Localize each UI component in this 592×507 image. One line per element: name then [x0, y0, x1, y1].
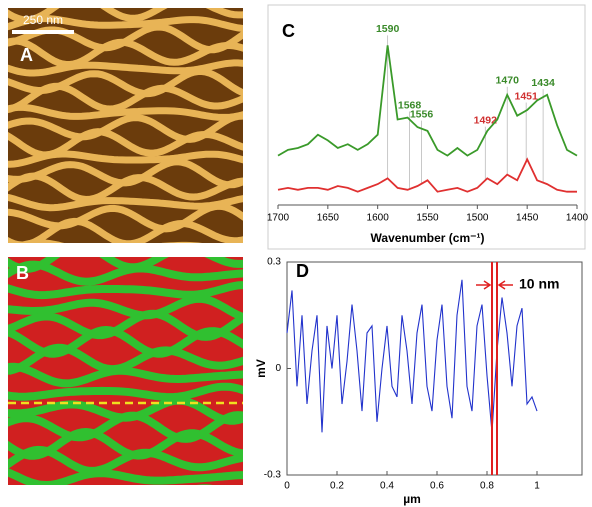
stripe	[8, 103, 243, 121]
x-tick-label: 1650	[317, 213, 340, 224]
x-tick-label: 0.6	[430, 481, 444, 492]
x-tick-label: 0.8	[480, 481, 494, 492]
stripe	[8, 382, 243, 402]
afm-stripes	[0, 0, 250, 243]
stripe	[8, 59, 243, 77]
panel-label: B	[16, 263, 29, 283]
x-tick-label: 0.4	[380, 481, 394, 492]
y-tick-label: 0.3	[267, 257, 281, 268]
series-line	[277, 45, 578, 157]
stripe	[8, 362, 243, 388]
peak-label: 1434	[531, 77, 555, 89]
panel-label: A	[20, 45, 33, 65]
series-line	[277, 157, 577, 193]
y-axis-title: mV	[254, 359, 268, 378]
series-line	[286, 279, 538, 433]
x-tick-label: 0.2	[330, 481, 344, 492]
stripe	[8, 172, 243, 204]
stripe	[8, 217, 243, 243]
stripe	[8, 281, 243, 300]
stripe	[8, 468, 243, 485]
stripe	[17, 239, 203, 243]
x-tick-label: 1500	[466, 213, 489, 224]
stripe	[8, 82, 243, 114]
peak-label: 1590	[376, 23, 400, 35]
x-tick-label: 1550	[416, 213, 439, 224]
peak-label: 1568	[398, 99, 422, 111]
x-tick-label: 1400	[566, 213, 589, 224]
y-tick-label: -0.3	[264, 470, 282, 481]
stripe	[8, 309, 243, 341]
x-tick-label: 1700	[267, 213, 290, 224]
stripe	[0, 0, 250, 4]
peak-label: 1470	[496, 75, 520, 87]
arrow	[476, 280, 492, 290]
peak-label: 1451	[514, 90, 538, 102]
map-stripes	[8, 257, 243, 485]
x-axis-title: µm	[403, 492, 421, 506]
scale-annotation: 10 nm	[519, 276, 559, 292]
stripe	[196, 484, 213, 485]
stripe	[8, 202, 243, 233]
x-tick-label: 1	[534, 481, 540, 492]
stripe	[8, 411, 243, 443]
stripe	[8, 15, 243, 32]
x-tick-label: 1600	[367, 213, 390, 224]
stripe	[8, 445, 243, 475]
stripe	[8, 427, 243, 460]
stripe	[8, 37, 243, 68]
scale-bar-label: 250 nm	[23, 13, 63, 27]
arrow	[497, 280, 513, 290]
stripe	[8, 150, 243, 168]
panel-frame	[267, 4, 586, 250]
peak-label: 1556	[410, 108, 434, 120]
scale-bar	[12, 30, 74, 34]
x-tick-label: 1450	[516, 213, 539, 224]
stripe	[8, 294, 243, 322]
peak-label: 1492	[474, 114, 498, 126]
panel-label: C	[282, 21, 295, 41]
spectra-chart: 1700 1650 1600 1550 1500 1450 1400 Wavenumber (…	[267, 21, 589, 245]
stripe	[8, 260, 243, 286]
x-axis-title: Wavenumber (cm⁻¹)	[371, 231, 485, 245]
x-tick-label: 0	[284, 481, 290, 492]
y-tick-label: 0	[275, 363, 281, 374]
panel-label: D	[296, 261, 309, 281]
